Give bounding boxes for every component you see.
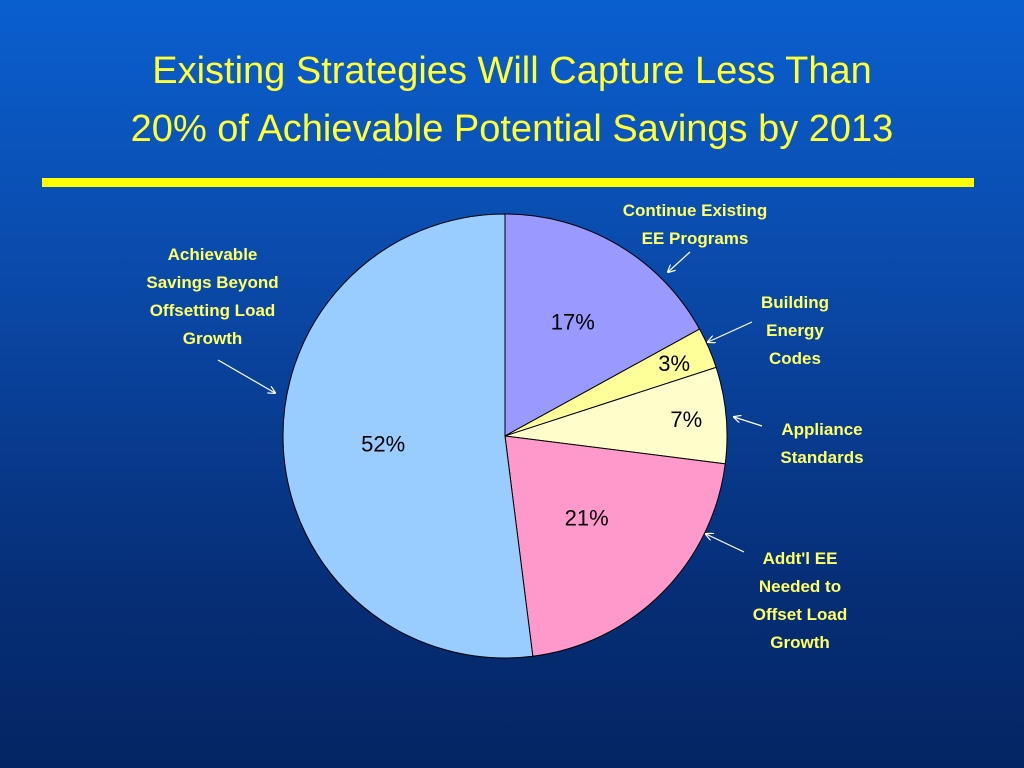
- callout-line: Appliance: [781, 420, 863, 439]
- callout-label-achievable-savings: Achievable Savings Beyond Offsetting Loa…: [120, 241, 305, 353]
- title-line-2: 20% of Achievable Potential Savings by 2…: [130, 108, 894, 150]
- callout-line: Needed to: [758, 577, 842, 596]
- pie-value-label-continue-existing-ee-programs: 17%: [551, 309, 595, 334]
- callout-line: Offsetting Load: [149, 301, 276, 320]
- leader-line-building-energy-codes: [708, 321, 753, 342]
- title-divider: [42, 178, 974, 187]
- leader-line-appliance-standards: [734, 417, 763, 427]
- callout-line: EE Programs: [641, 229, 749, 248]
- pie-value-label-building-energy-codes: 3%: [658, 351, 690, 376]
- pie-value-label-appliance-standards: 7%: [670, 407, 702, 432]
- pie-slice-addt-l-ee-needed-to-offset-load-growth: [504, 435, 726, 657]
- leader-line-achievable-savings-beyond-offsetting-load-growth: [217, 359, 275, 393]
- callout-line: Codes: [769, 349, 821, 368]
- callout-line: Growth: [182, 329, 243, 348]
- callout-line: Offset Load: [752, 605, 848, 624]
- callout-label-continue-existing-ee: Continue Existing EE Programs: [590, 197, 800, 253]
- callout-line: Savings Beyond: [146, 273, 279, 292]
- pie-slice-achievable-savings-beyond-offsetting-load-growth: [282, 213, 534, 659]
- callout-label-appliance-standards: Appliance Standards: [757, 416, 887, 472]
- pie-value-label-achievable-savings-beyond-offsetting-load-growth: 52%: [361, 432, 405, 457]
- slide-title: Existing Strategies Will Capture Less Th…: [0, 42, 1024, 158]
- callout-label-building-energy-codes: Building Energy Codes: [735, 289, 855, 373]
- callout-label-addtl-ee: Addt'l EE Needed to Offset Load Growth: [730, 545, 870, 657]
- callout-line: Standards: [780, 448, 864, 467]
- leader-line-continue-existing-ee-programs: [668, 251, 691, 272]
- title-line-1: Existing Strategies Will Capture Less Th…: [152, 50, 872, 92]
- callout-line: Building: [761, 293, 829, 312]
- callout-line: Growth: [770, 633, 830, 652]
- callout-line: Energy: [766, 321, 824, 340]
- callout-line: Continue Existing: [622, 201, 768, 220]
- leader-line-addt-l-ee-needed-to-offset-load-growth: [706, 534, 745, 553]
- callout-line: Addt'l EE: [762, 549, 838, 568]
- pie-value-label-addt-l-ee-needed-to-offset-load-growth: 21%: [565, 506, 609, 531]
- callout-line: Achievable: [167, 245, 258, 264]
- pie-slice-continue-existing-ee-programs: [504, 213, 701, 437]
